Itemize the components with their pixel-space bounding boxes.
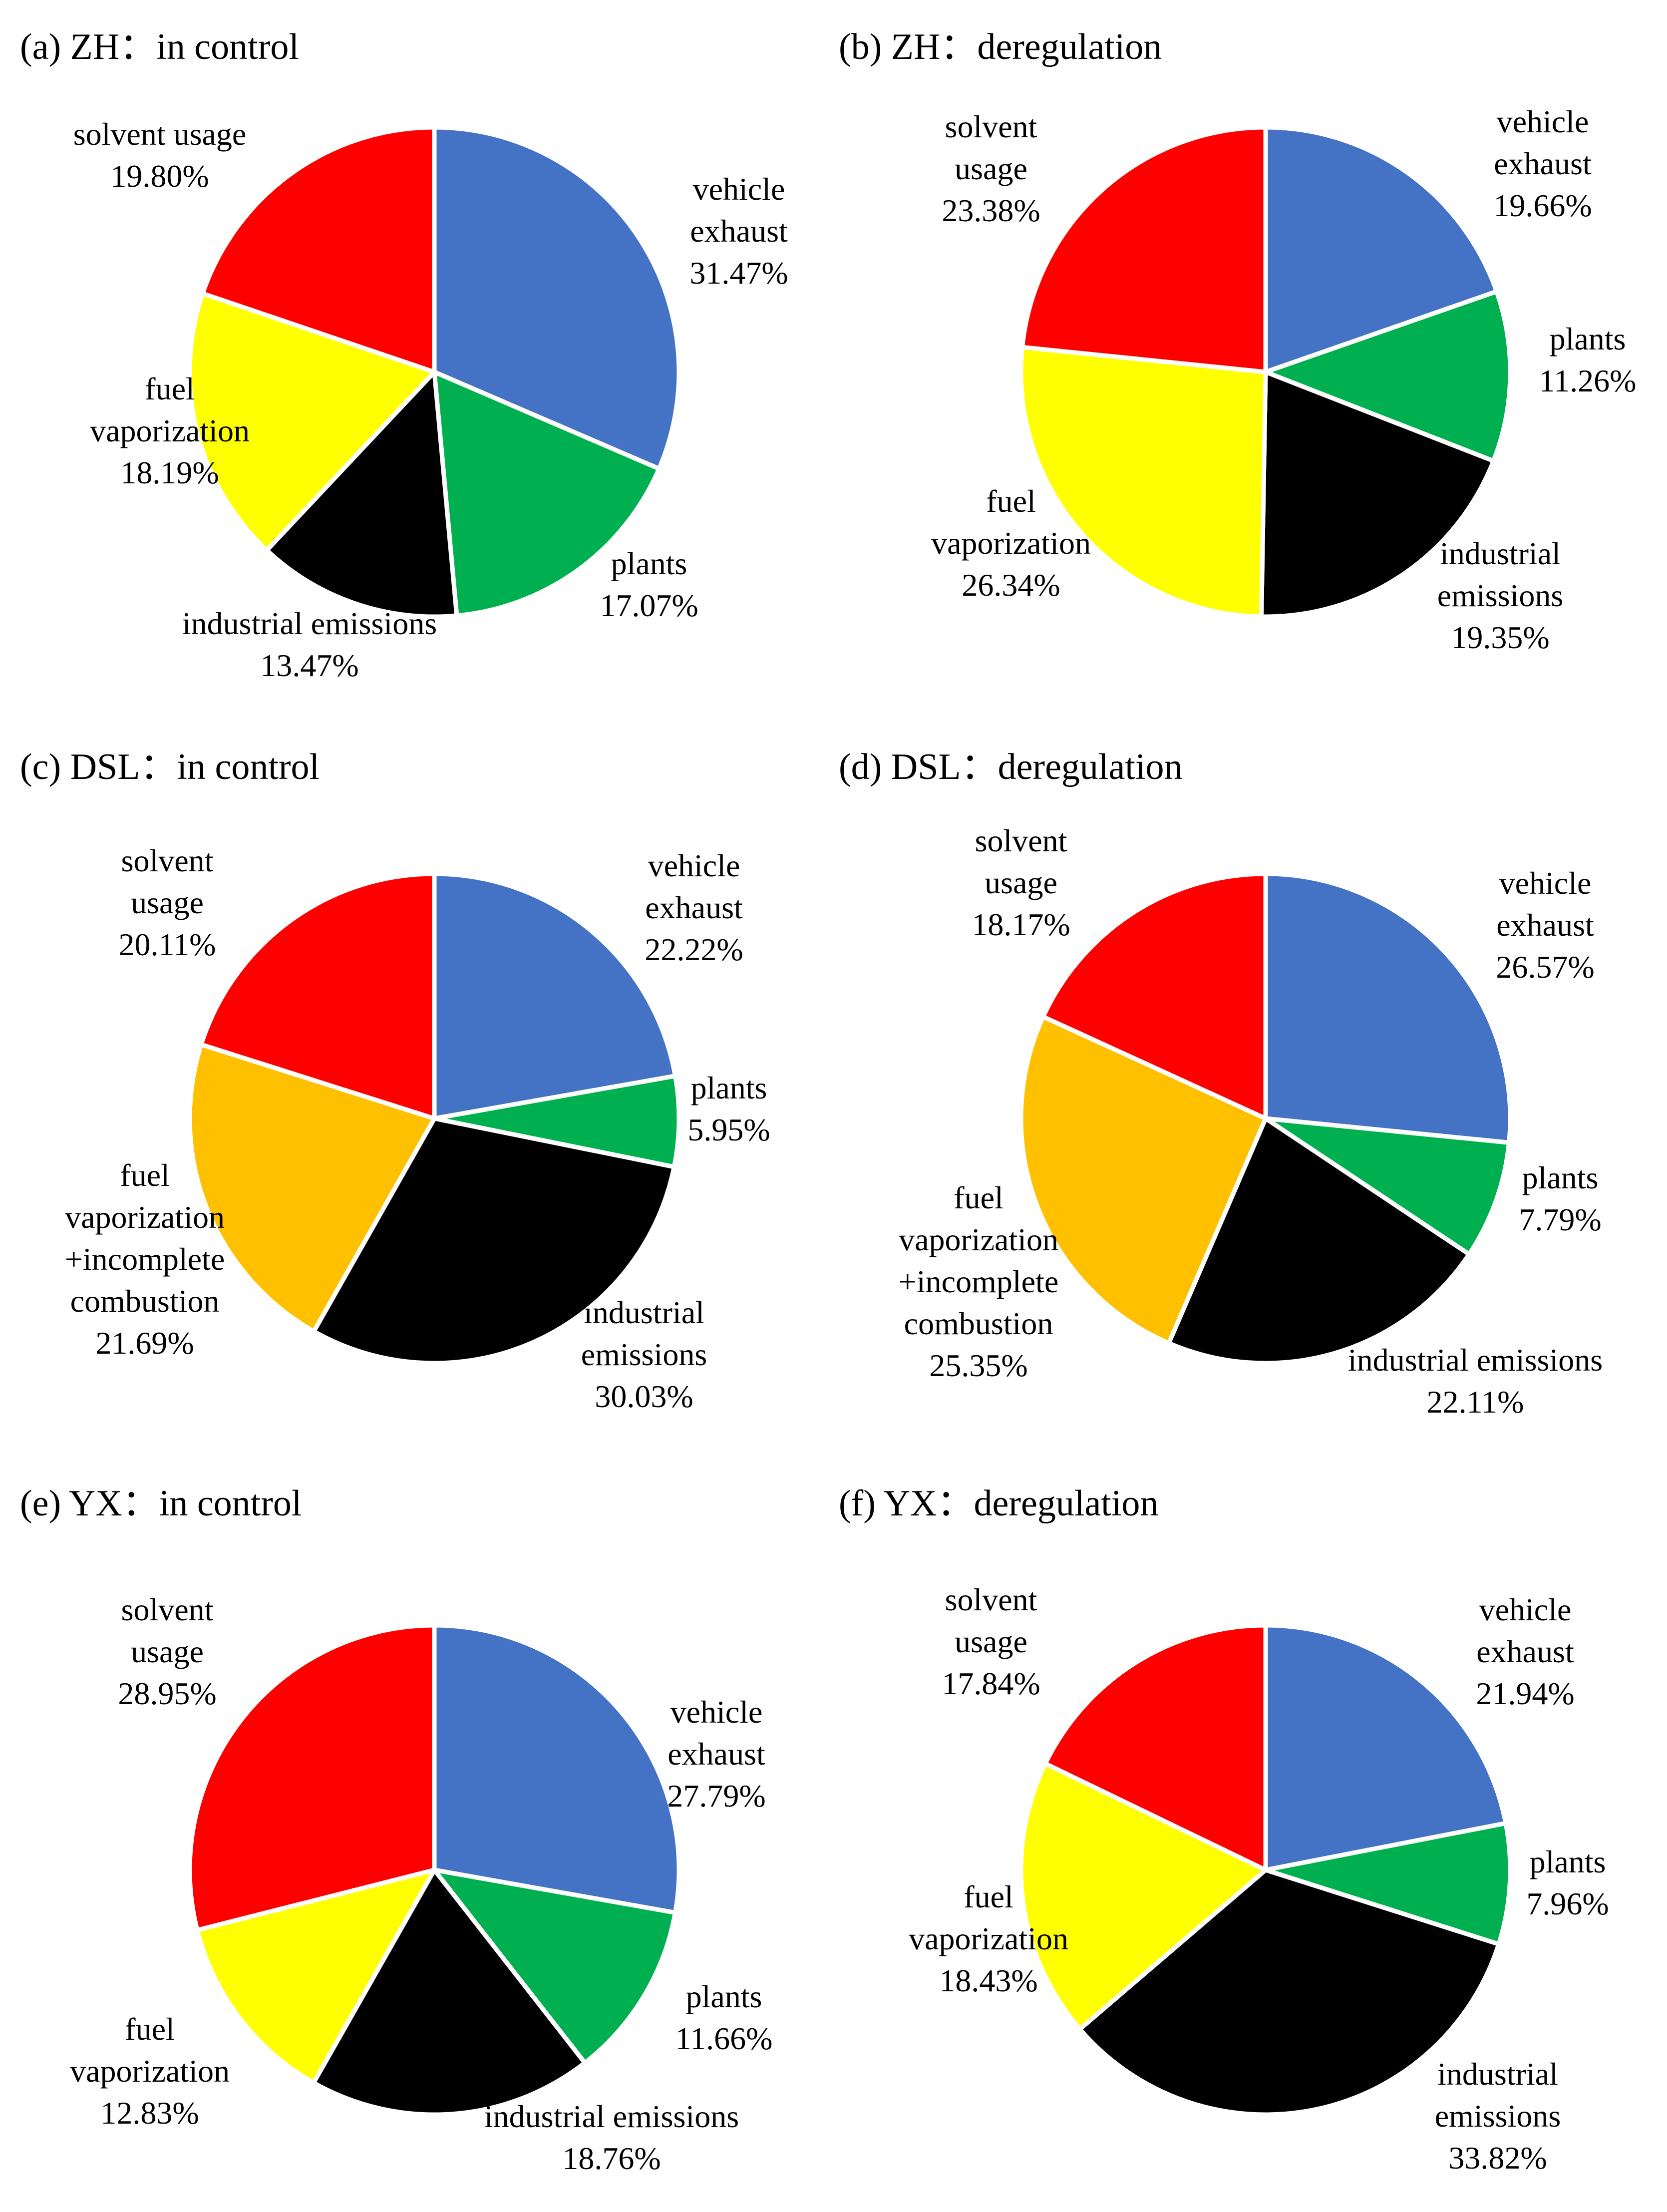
slice-label-plants: plants 11.26% xyxy=(1539,321,1637,398)
panel-title: (b) ZH：deregulation xyxy=(839,26,1162,67)
pie-slice-fuel-vaporization xyxy=(1018,1761,1268,2032)
pie-slice-industrial-emissions xyxy=(1166,1116,1472,1366)
pie-slice-fuel-vaporization-incomplete-combustion xyxy=(1018,1014,1268,1346)
pie-slice-solvent-usage xyxy=(1040,871,1268,1121)
pie-slice-solvent-usage xyxy=(1043,1623,1268,1872)
slice-label-industrial-emissions: industrial emissions 22.11% xyxy=(1348,1342,1603,1420)
slice-label-plants: plants 7.96% xyxy=(1526,1844,1609,1921)
slice-label-industrial-emissions: industrial emissions 19.35% xyxy=(1437,536,1563,655)
pie-slice-vehicle-exhaust xyxy=(432,1623,681,1915)
slice-label-solvent-usage: solvent usage 19.80% xyxy=(73,116,247,194)
panel-title: (a) ZH：in control xyxy=(20,26,299,67)
pie-slice-vehicle-exhaust xyxy=(1263,1623,1508,1872)
slice-label-fuel-vaporization-incomplete-combustion: fuel vaporization +incomplete combustion 25.… xyxy=(899,1180,1058,1383)
pie-slice-plants xyxy=(1263,1116,1512,1257)
pie-slice-fuel-vaporization xyxy=(187,291,437,553)
slice-label-plants: plants 11.66% xyxy=(675,1979,773,2056)
pie-panel-5: (e) YX：in control vehicle exhaust 27.79% pla… xyxy=(20,1483,772,2176)
slice-label-vehicle-exhaust: vehicle exhaust 27.79% xyxy=(667,1694,765,1814)
pie-slice-solvent-usage xyxy=(200,125,437,374)
pie-slice-industrial-emissions xyxy=(312,1116,676,1366)
slice-label-plants: plants 17.07% xyxy=(600,546,698,623)
slice-label-solvent-usage: solvent usage 23.38% xyxy=(942,109,1040,228)
slice-label-plants: plants 7.79% xyxy=(1519,1160,1601,1237)
slice-label-solvent-usage: solvent usage 17.84% xyxy=(942,1582,1040,1701)
slice-label-industrial-emissions: industrial emissions 30.03% xyxy=(581,1295,707,1414)
slice-label-vehicle-exhaust: vehicle exhaust 22.22% xyxy=(645,848,743,967)
pie-panel-4: (d) DSL：deregulation vehicle exhaust 26.57%… xyxy=(839,746,1603,1420)
pie-slice-fuel-vaporization xyxy=(1018,345,1268,619)
panel-title: (c) DSL：in control xyxy=(20,746,320,787)
pie-slice-fuel-vaporization-incomplete-combustion xyxy=(187,1042,437,1334)
slice-label-fuel-vaporization-incomplete-combustion: fuel vaporization +incomplete combustion 21.… xyxy=(65,1157,225,1361)
pie-slice-solvent-usage xyxy=(187,1623,437,1932)
slice-label-vehicle-exhaust: vehicle exhaust 21.94% xyxy=(1476,1592,1574,1711)
slice-label-industrial-emissions: industrial emissions 33.82% xyxy=(1435,2056,1561,2176)
slice-label-industrial-emissions: industrial emissions 13.47% xyxy=(182,606,437,683)
pie-panel-2: (b) ZH：deregulation vehicle exhaust 19.66% p… xyxy=(839,26,1636,655)
slice-label-industrial-emissions: industrial emissions 18.76% xyxy=(484,2099,739,2176)
pie-panel-3: (c) DSL：in control vehicle exhaust 22.22% pl… xyxy=(20,746,770,1414)
slice-label-plants: plants 5.95% xyxy=(687,1070,770,1147)
pie-slice-solvent-usage xyxy=(199,871,437,1121)
pie-slice-solvent-usage xyxy=(1020,125,1268,374)
slice-label-vehicle-exhaust: vehicle exhaust 19.66% xyxy=(1493,104,1592,223)
pie-panel-6: (f) YX：deregulation vehicle exhaust 21.94% p… xyxy=(839,1483,1609,2176)
slice-label-solvent-usage: solvent usage 20.11% xyxy=(119,843,216,962)
slice-label-solvent-usage: solvent usage 28.95% xyxy=(118,1592,216,1711)
slice-label-vehicle-exhaust: vehicle exhaust 31.47% xyxy=(689,171,788,291)
slice-label-fuel-vaporization: fuel vaporization 18.43% xyxy=(909,1879,1068,1998)
pie-slice-plants xyxy=(432,369,662,618)
pie-slice-industrial-emissions xyxy=(311,1867,587,2117)
panel-title: (f) YX：deregulation xyxy=(839,1483,1158,1524)
slice-label-fuel-vaporization: fuel vaporization 26.34% xyxy=(931,483,1091,603)
panel-title: (e) YX：in control xyxy=(20,1483,302,1524)
pie-slice-industrial-emissions xyxy=(1259,369,1496,619)
pie-slice-vehicle-exhaust xyxy=(432,871,678,1121)
pie-slice-fuel-vaporization xyxy=(195,1867,437,2085)
pie-slice-industrial-emissions xyxy=(264,369,459,619)
slice-label-vehicle-exhaust: vehicle exhaust 26.57% xyxy=(1496,865,1594,985)
pie-slice-vehicle-exhaust xyxy=(432,125,681,471)
panel-title: (d) DSL：deregulation xyxy=(839,746,1182,787)
pie-slice-plants xyxy=(432,1867,677,2065)
pie-slice-plants xyxy=(1263,289,1513,463)
pie-slice-vehicle-exhaust xyxy=(1263,871,1513,1145)
slice-label-solvent-usage: solvent usage 18.17% xyxy=(972,823,1070,942)
slice-label-fuel-vaporization: fuel vaporization 12.83% xyxy=(70,2011,230,2131)
pie-slice-industrial-emissions xyxy=(1077,1867,1501,2117)
pie-slice-plants xyxy=(432,1074,681,1169)
pie-panel-1: (a) ZH：in control vehicle exhaust 31.47% pla… xyxy=(20,26,788,683)
pie-slice-plants xyxy=(1263,1821,1513,1947)
slice-label-fuel-vaporization: fuel vaporization 18.19% xyxy=(90,371,250,490)
